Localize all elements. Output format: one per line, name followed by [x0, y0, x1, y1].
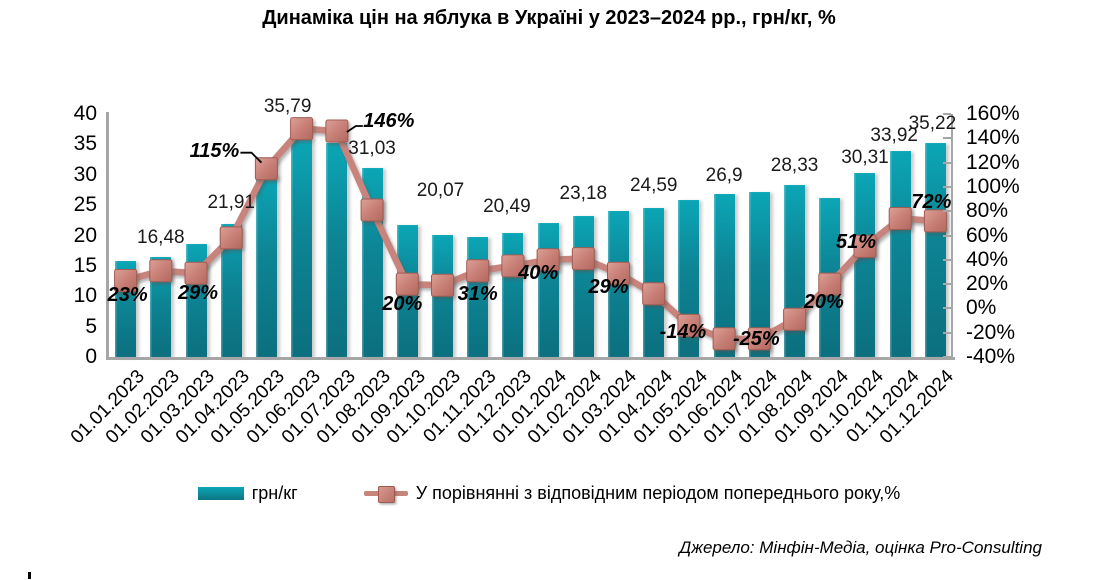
pct-value-label: -14%	[659, 321, 707, 344]
right-axis-tick-label: 80%	[966, 199, 1009, 223]
pct-value-label: -25%	[732, 327, 780, 350]
legend-item-bar: грн/кг	[197, 483, 298, 504]
bar-column	[713, 193, 735, 357]
pct-value-label: 72%	[911, 190, 952, 213]
right-axis-tick-label: -40%	[966, 345, 1016, 368]
right-axis-tick	[943, 185, 951, 188]
chart-title: Динаміка цін на яблука в Україні у 2023–…	[262, 7, 836, 29]
bar-column	[924, 143, 946, 357]
bar-column	[854, 172, 876, 357]
right-axis-tick-label: 40%	[966, 247, 1009, 271]
left-axis-tick-label: 5	[85, 314, 97, 338]
right-axis-tick-label: 120%	[966, 150, 1020, 174]
left-axis-tick-label: 15	[73, 253, 97, 277]
right-axis-tick-label: 0%	[966, 296, 997, 320]
left-axis-tick-label: 40	[73, 102, 97, 125]
bar-column	[361, 168, 383, 357]
right-axis-tick	[943, 307, 951, 310]
legend: грн/кг У порівнянні з відповідним період…	[0, 483, 1098, 504]
pct-value-label: 20%	[803, 291, 844, 314]
pct-value-label: 115%	[189, 139, 240, 162]
legend-bar-swatch-icon	[197, 487, 244, 500]
bar-value-label: 24,59	[629, 174, 678, 196]
right-axis-tick-label: 160%	[966, 102, 1020, 125]
legend-line-swatch-icon	[363, 485, 408, 503]
pct-value-label: 31%	[457, 282, 498, 305]
bar-column	[291, 139, 313, 357]
bar-value-label: 20,49	[483, 195, 531, 217]
right-axis-tick	[943, 137, 951, 140]
pct-value-label: 29%	[178, 282, 219, 305]
right-axis-tick-label: 20%	[966, 272, 1009, 296]
right-axis-tick-label: -20%	[966, 320, 1016, 344]
callout-line-146	[346, 125, 363, 133]
bar-column	[502, 232, 524, 357]
bar-value-label: 20,07	[416, 180, 465, 202]
left-axis-tick-label: 25	[73, 193, 97, 217]
line-marker	[325, 119, 349, 143]
pct-value-label: 23%	[107, 284, 148, 307]
right-axis-tick	[943, 283, 951, 286]
left-axis-tick-label: 10	[73, 284, 97, 308]
left-axis-line	[106, 112, 109, 360]
left-axis-tick-label: 30	[73, 162, 97, 186]
bar-value-label: 16,48	[137, 226, 185, 248]
bar-value-label: 23,18	[559, 183, 608, 205]
right-axis-tick-label: 140%	[966, 126, 1020, 150]
bar-column	[326, 142, 348, 357]
right-axis-tick-label: 100%	[966, 174, 1020, 198]
right-axis-tick	[943, 113, 951, 115]
bar-value-label: 21,91	[207, 191, 255, 213]
bar-column	[819, 197, 841, 357]
bar-value-label: 35,79	[263, 95, 312, 117]
bar-value-label: 26,9	[705, 164, 743, 186]
bar-column	[255, 174, 277, 357]
right-axis-tick	[943, 258, 951, 261]
pct-value-label: 51%	[835, 231, 876, 254]
bar-column	[537, 222, 559, 357]
bar-value-label: 31,03	[348, 138, 396, 160]
right-axis-line	[951, 114, 953, 360]
stray-mark	[28, 572, 31, 579]
left-axis-tick-label: 35	[73, 132, 97, 156]
source-caption: Джерело: Мінфін-Медіа, оцінка Pro-Consul…	[679, 538, 1042, 557]
right-axis-tick	[943, 356, 951, 358]
legend-bar-label: грн/кг	[251, 483, 298, 503]
left-axis-tick-label: 20	[73, 223, 97, 247]
x-axis-line	[106, 357, 955, 360]
right-axis-tick	[943, 331, 951, 334]
left-axis-tick-label: 0	[85, 345, 97, 368]
bar-value-label: 35,22	[908, 113, 957, 135]
pct-value-label: 29%	[588, 276, 629, 299]
right-axis-tick-label: 60%	[966, 223, 1009, 247]
legend-line-label: У порівнянні з відповідним періодом попе…	[415, 483, 901, 503]
pct-value-label: 146%	[363, 110, 415, 132]
bar-column	[115, 261, 137, 357]
bar-column	[396, 224, 418, 357]
right-axis-tick	[943, 161, 951, 164]
bar-column	[431, 235, 453, 357]
right-axis-tick	[943, 234, 951, 237]
bar-value-label: 30,31	[841, 146, 889, 168]
legend-item-line: У порівнянні з відповідним періодом попе…	[363, 483, 901, 504]
bar-column	[150, 256, 172, 357]
right-axis-tick	[943, 210, 951, 213]
pct-value-label: 20%	[382, 293, 423, 316]
bar-column	[220, 223, 242, 357]
bar-column	[784, 184, 806, 357]
bar-value-label: 28,33	[770, 154, 819, 176]
pct-value-label: 40%	[518, 261, 559, 284]
bar-column	[889, 150, 911, 357]
line-marker	[290, 117, 314, 141]
callout-line-115	[240, 151, 263, 164]
